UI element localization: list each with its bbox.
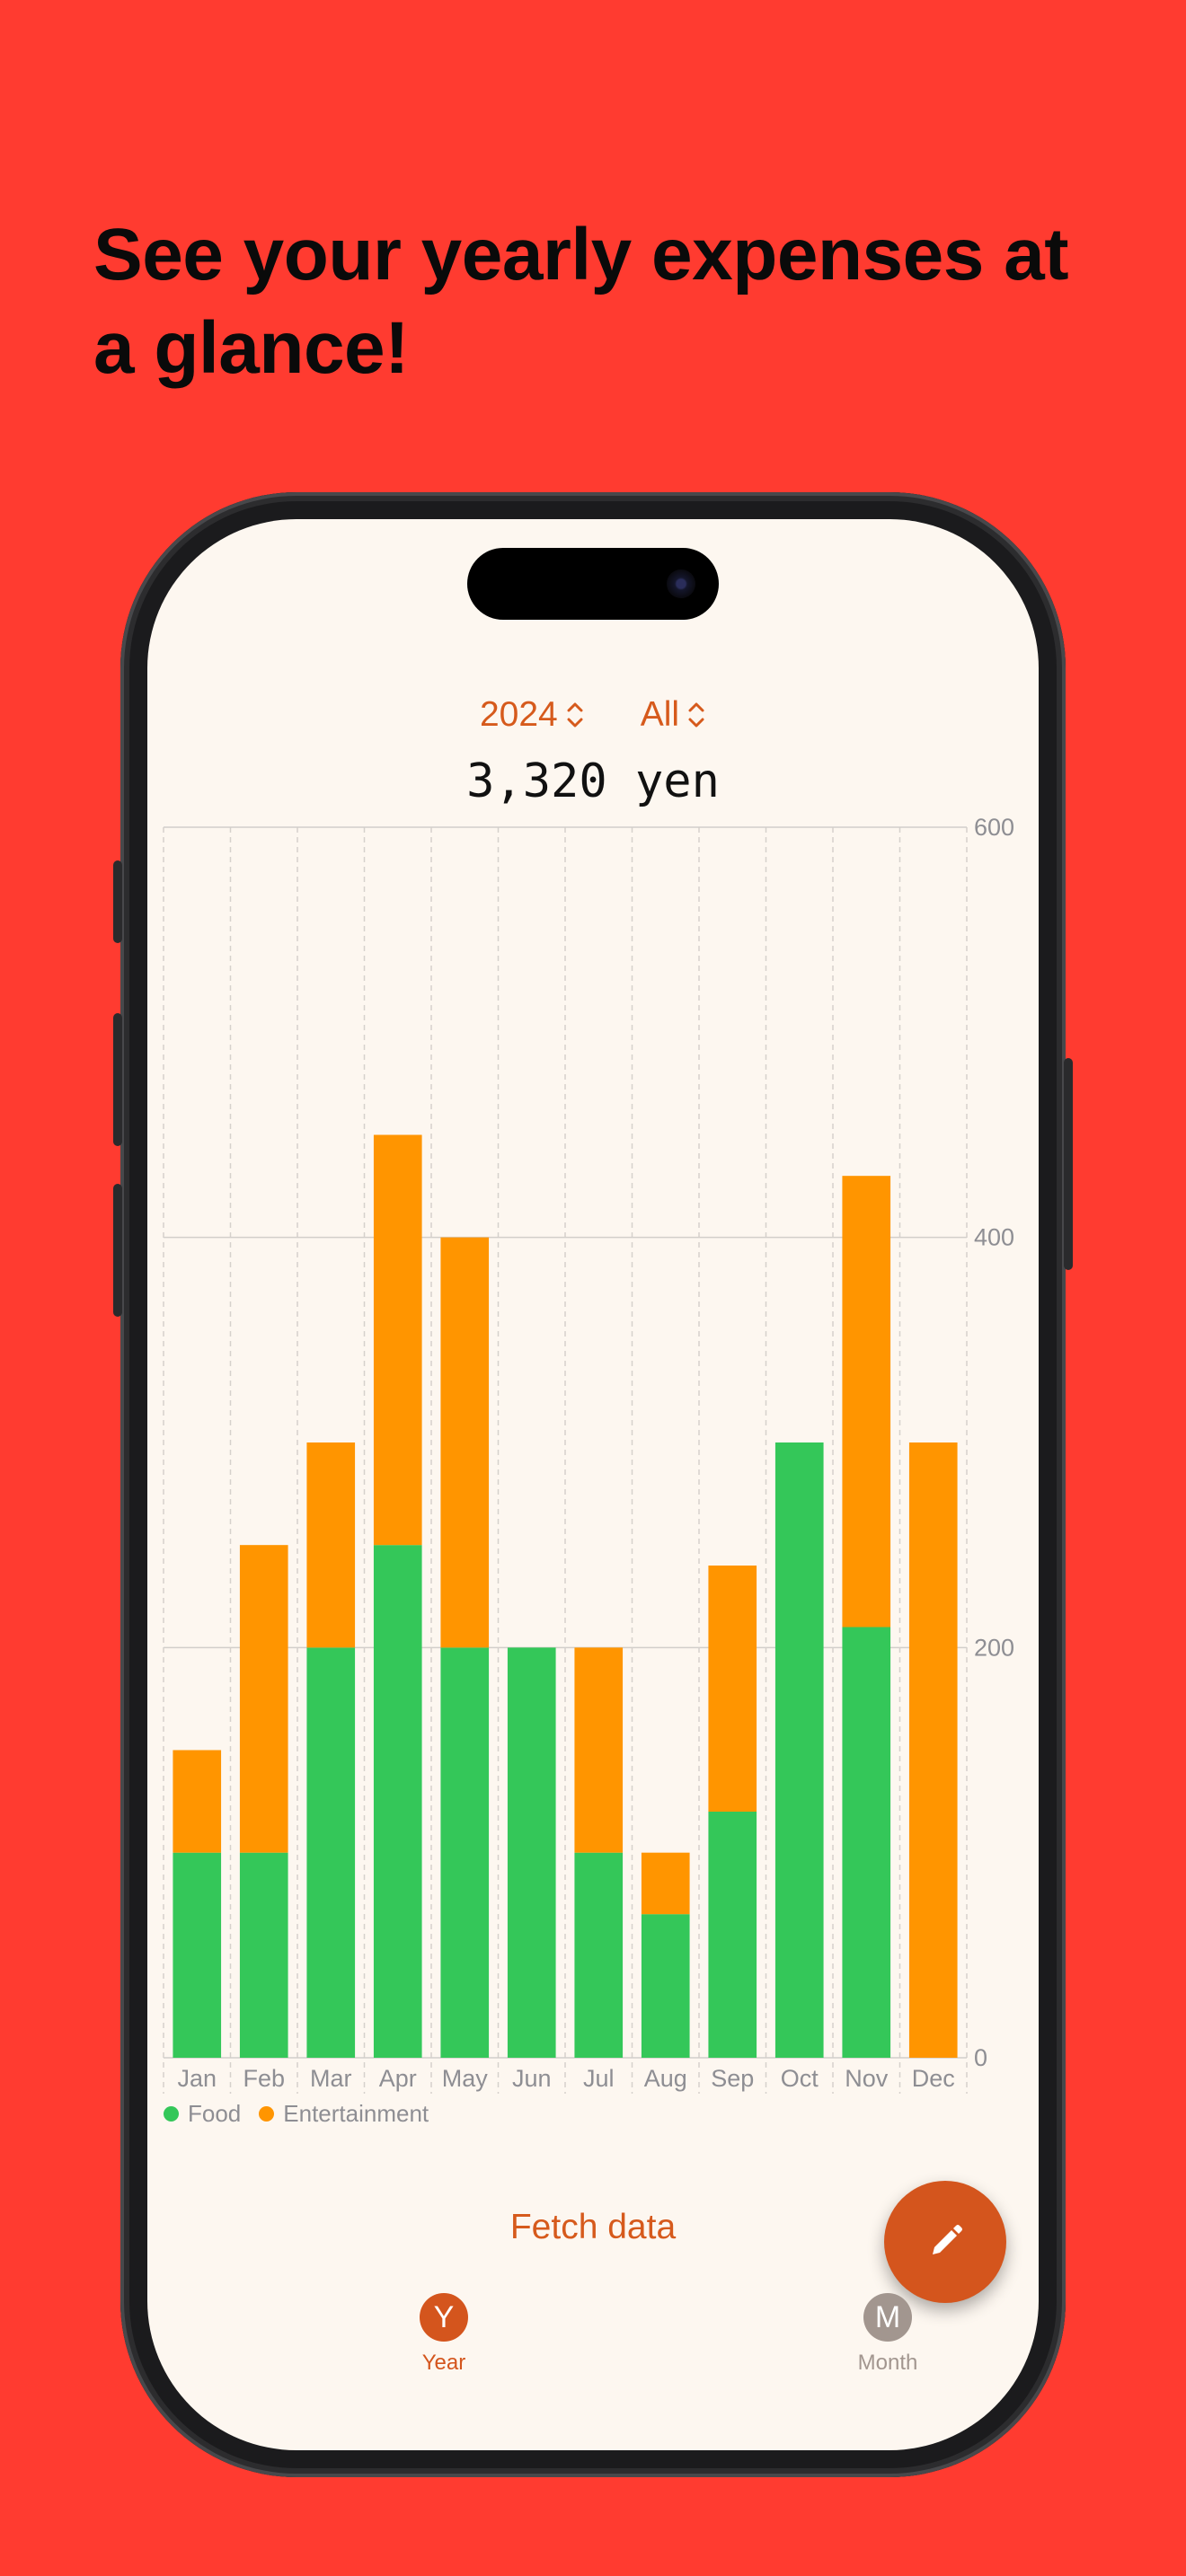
x-tick-label: Feb [243,2065,285,2092]
bar-entertainment-sep [708,1566,757,1812]
up-down-chevron-icon [688,702,704,728]
bar-entertainment-aug [641,1852,690,1915]
x-tick-label: Aug [644,2065,687,2092]
month-tab-label: Month [857,2351,918,2375]
legend-dot-entertainment [259,2106,275,2122]
x-tick-label: Jun [512,2065,552,2092]
x-tick-label: Jan [177,2065,217,2092]
legend-label-entertainment: Entertainment [283,2100,429,2127]
expense-chart: 0 200 400 600 Jan Feb Mar Apr May Jun Jul Aug Sep Oct… [163,814,1014,2094]
dynamic-island [467,548,719,620]
bar-food-jul [574,1852,624,2058]
year-selector[interactable]: 2024 [480,692,585,738]
bar-entertainment-dec [908,1442,958,2058]
x-tick-label: May [442,2065,489,2092]
tab-month[interactable]: M Month [816,2293,960,2376]
year-tab-badge: Y [420,2293,468,2342]
bar-food-may [440,1647,490,2058]
x-tick-label: Nov [845,2065,889,2092]
volume-up-button [113,1013,122,1146]
bar-entertainment-nov [842,1176,891,1628]
pencil-icon [933,2225,962,2254]
tab-year[interactable]: Y Year [372,2293,516,2376]
bar-entertainment-may [440,1237,490,1648]
legend-label-food: Food [188,2100,242,2127]
fetch-data-button[interactable]: Fetch data [509,2208,677,2246]
x-tick-label: Oct [781,2065,819,2092]
up-down-chevron-icon [567,702,583,728]
bar-food-sep [708,1812,757,2058]
bar-entertainment-mar [306,1442,356,1648]
month-tab-badge: M [863,2293,912,2342]
action-button [113,860,122,943]
year-tab-label: Year [421,2351,466,2375]
volume-down-button [113,1184,122,1317]
category-selector-label: All [640,695,680,734]
x-tick-label: Dec [912,2065,955,2092]
promo-headline: See your yearly expenses at a glance! [93,214,1069,389]
bar-entertainment-jan [173,1750,222,1853]
bar-entertainment-feb [239,1545,288,1853]
power-button [1064,1058,1073,1270]
edit-fab-button[interactable] [884,2181,1006,2303]
filter-bar: 2024 All [147,692,1039,738]
y-tick-label: 200 [974,1634,1014,1661]
bar-entertainment-apr [373,1134,422,1546]
app-screen: 2024 All 3,320 yen 0 200 400 600 Jan Feb Mar Ap… [147,519,1039,2450]
year-selector-label: 2024 [479,695,558,734]
bar-food-feb [239,1852,288,2058]
bar-food-apr [373,1545,422,2058]
legend-item-food: Food [164,2100,241,2128]
x-tick-label: Apr [379,2065,417,2092]
legend-item-entertainment: Entertainment [259,2100,429,2128]
legend-dot-food [164,2106,179,2122]
y-tick-label: 0 [974,2044,987,2071]
phone-frame: 2024 All 3,320 yen 0 200 400 600 Jan Feb Mar Ap… [113,492,1073,2477]
camera-icon [667,569,695,598]
bar-food-oct [774,1442,824,2058]
x-tick-label: Mar [310,2065,352,2092]
chart-legend: Food Entertainment [164,2100,429,2128]
bar-food-aug [641,1914,690,2058]
category-selector[interactable]: All [641,692,706,738]
yearly-total: 3,320 yen [466,754,720,808]
bar-food-jan [173,1852,222,2058]
y-tick-label: 400 [974,1224,1014,1251]
bar-food-mar [306,1647,356,2058]
x-tick-label: Jul [583,2065,615,2092]
bar-food-jun [507,1647,556,2058]
x-tick-label: Sep [711,2065,754,2092]
bar-food-nov [842,1627,891,2058]
bar-entertainment-jul [574,1647,624,1853]
y-tick-label: 600 [974,814,1014,841]
